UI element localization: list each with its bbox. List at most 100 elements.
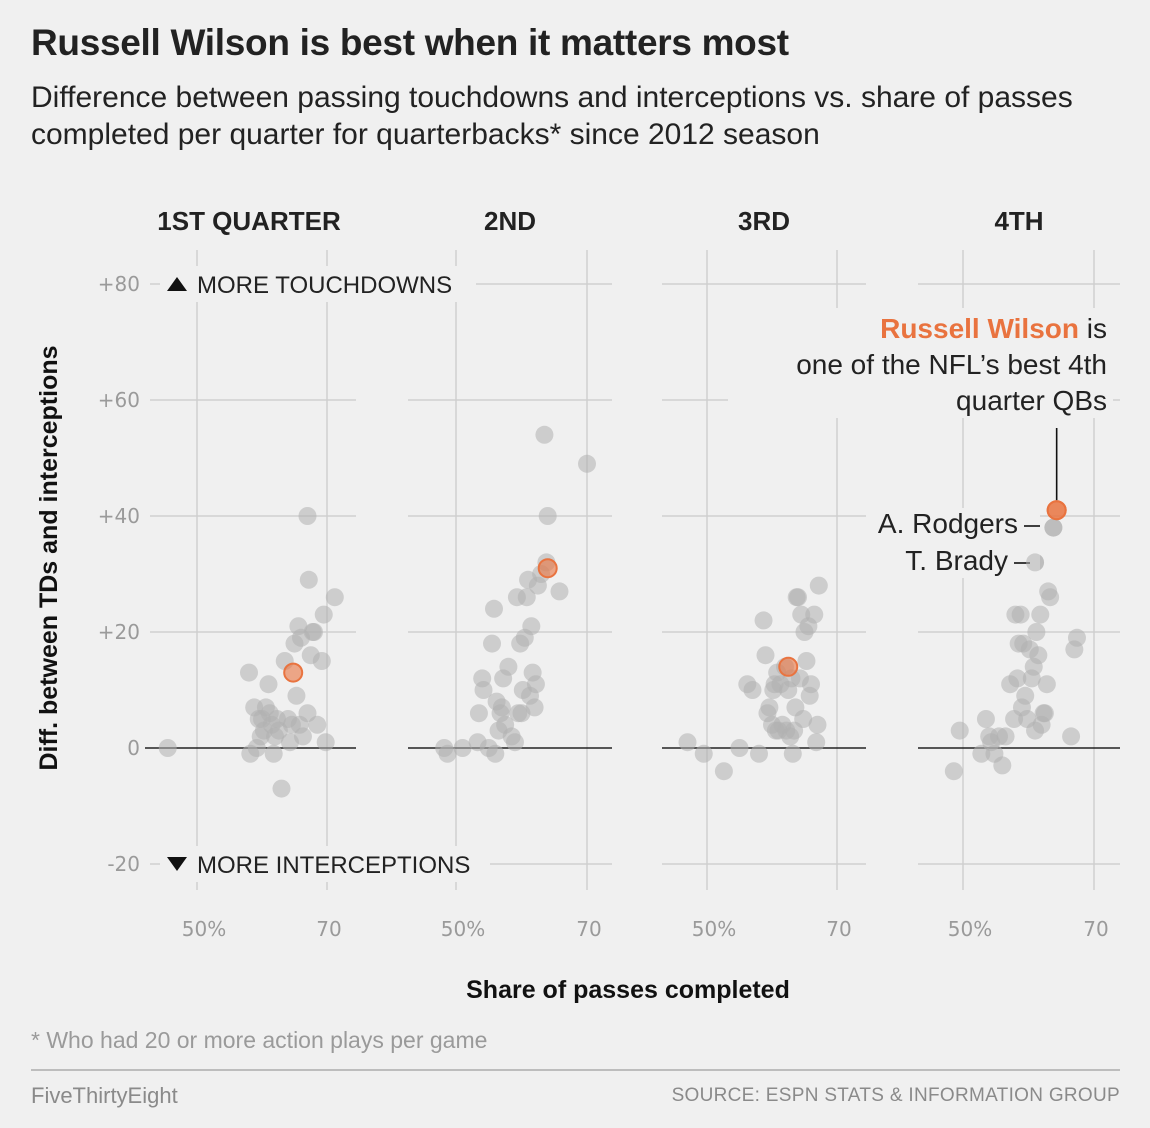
data-point bbox=[797, 652, 816, 670]
data-point bbox=[299, 570, 318, 589]
data-point bbox=[272, 779, 291, 798]
data-point bbox=[158, 739, 177, 757]
data-point bbox=[808, 715, 827, 734]
data-point bbox=[1031, 605, 1050, 624]
data-point bbox=[505, 733, 524, 752]
data-point bbox=[325, 588, 344, 607]
panels-layer: +80 +60 +40 +20 0 -20 1ST QUARTER 50% 70 2ND 50% 70… bbox=[98, 206, 1120, 941]
label-mask bbox=[728, 308, 1113, 418]
data-point bbox=[259, 675, 278, 694]
y-tick-label: +80 bbox=[98, 272, 140, 296]
footnote: * Who had 20 or more action plays per ga… bbox=[31, 1027, 488, 1053]
x-axis-title: Share of passes completed bbox=[466, 976, 790, 1004]
data-point bbox=[996, 727, 1015, 746]
callout-line-1: Russell Wilson is bbox=[880, 313, 1107, 344]
data-point bbox=[754, 611, 773, 630]
data-point bbox=[809, 576, 828, 595]
x-tick-label: 70 bbox=[1083, 917, 1108, 941]
data-point bbox=[526, 675, 545, 694]
data-point bbox=[1027, 623, 1046, 641]
x-tick-label: 70 bbox=[576, 917, 601, 941]
panel-title: 1ST QUARTER bbox=[157, 206, 341, 236]
data-point bbox=[438, 744, 457, 763]
data-point bbox=[474, 681, 493, 699]
callout-highlight-name: Russell Wilson bbox=[880, 313, 1079, 344]
brady-label: T. Brady bbox=[905, 545, 1008, 576]
data-point bbox=[453, 739, 472, 757]
highlight-point-wilson bbox=[1046, 500, 1067, 521]
y-tick-label: +40 bbox=[98, 504, 140, 528]
data-point bbox=[794, 710, 813, 728]
footer-divider bbox=[31, 1069, 1120, 1071]
data-point bbox=[805, 605, 824, 624]
data-point bbox=[492, 698, 511, 717]
panel-1: 1ST QUARTER 50% 70 bbox=[145, 206, 356, 941]
data-point bbox=[538, 507, 557, 525]
data-point bbox=[976, 710, 995, 728]
data-point bbox=[305, 623, 323, 641]
x-tick-label: 50% bbox=[948, 917, 992, 941]
y-tick-label: -20 bbox=[107, 852, 140, 876]
data-point bbox=[807, 733, 826, 752]
data-point bbox=[1029, 646, 1048, 665]
data-point bbox=[802, 675, 820, 694]
data-point bbox=[308, 715, 327, 734]
data-point bbox=[264, 744, 283, 763]
brand-label: FiveThirtyEight bbox=[31, 1083, 178, 1108]
data-point bbox=[750, 744, 768, 763]
y-axis-title: Diff. between TDs and interceptions bbox=[35, 345, 63, 770]
data-point bbox=[316, 733, 335, 752]
highlight-point-wilson bbox=[283, 662, 304, 683]
data-point bbox=[783, 744, 802, 763]
more-interceptions-label: MORE INTERCEPTIONS bbox=[197, 852, 470, 879]
data-point bbox=[1037, 675, 1056, 694]
data-point bbox=[525, 698, 544, 717]
data-point bbox=[314, 605, 333, 624]
callout-line-1-rest: is bbox=[1079, 313, 1107, 344]
x-tick-label: 50% bbox=[182, 917, 226, 941]
panel-2: 2ND 50% 70 bbox=[408, 206, 612, 941]
data-point bbox=[694, 744, 713, 763]
label-mask bbox=[160, 266, 476, 302]
data-point bbox=[298, 507, 317, 525]
panel-3: 3RD 50% 70 bbox=[662, 206, 866, 941]
scatter-chart: +80 +60 +40 +20 0 -20 1ST QUARTER 50% 70 2ND 50% 70… bbox=[35, 206, 1120, 1004]
more-touchdowns-label: MORE TOUCHDOWNS bbox=[197, 272, 452, 299]
data-point bbox=[469, 704, 488, 723]
panel-title: 2ND bbox=[484, 206, 536, 236]
x-tick-label: 70 bbox=[826, 917, 851, 941]
data-point bbox=[578, 454, 596, 473]
chart-title: Russell Wilson is best when it matters m… bbox=[31, 22, 789, 63]
data-point bbox=[1008, 669, 1027, 688]
data-point bbox=[535, 425, 554, 444]
data-point bbox=[1044, 518, 1063, 537]
highlight-point-wilson bbox=[778, 656, 799, 677]
data-point bbox=[240, 663, 258, 682]
label-mask bbox=[870, 508, 1040, 578]
data-point bbox=[522, 617, 541, 636]
x-tick-label: 50% bbox=[441, 917, 485, 941]
x-tick-label: 50% bbox=[692, 917, 736, 941]
rodgers-label: A. Rodgers bbox=[878, 508, 1018, 539]
data-point bbox=[678, 733, 697, 752]
x-tick-label: 70 bbox=[316, 917, 341, 941]
panel-title: 4TH bbox=[994, 206, 1043, 236]
y-tick-label: +60 bbox=[98, 388, 140, 412]
highlight-point-wilson bbox=[537, 558, 558, 579]
data-point bbox=[1062, 727, 1081, 746]
callout-line-2: one of the NFL’s best 4th bbox=[796, 349, 1107, 380]
data-point bbox=[1026, 553, 1045, 572]
y-tick-label: +20 bbox=[98, 620, 140, 644]
data-point bbox=[287, 686, 306, 705]
chart-subtitle: Difference between passing touchdowns an… bbox=[31, 81, 1073, 151]
data-point bbox=[517, 588, 536, 607]
data-point bbox=[789, 588, 807, 607]
data-point bbox=[486, 744, 505, 763]
panel-title: 3RD bbox=[738, 206, 790, 236]
data-point bbox=[1035, 704, 1054, 723]
data-point bbox=[730, 739, 749, 757]
triangle-down-icon bbox=[167, 857, 187, 871]
data-point bbox=[312, 652, 331, 670]
data-point bbox=[1011, 605, 1030, 624]
data-point bbox=[550, 582, 569, 601]
